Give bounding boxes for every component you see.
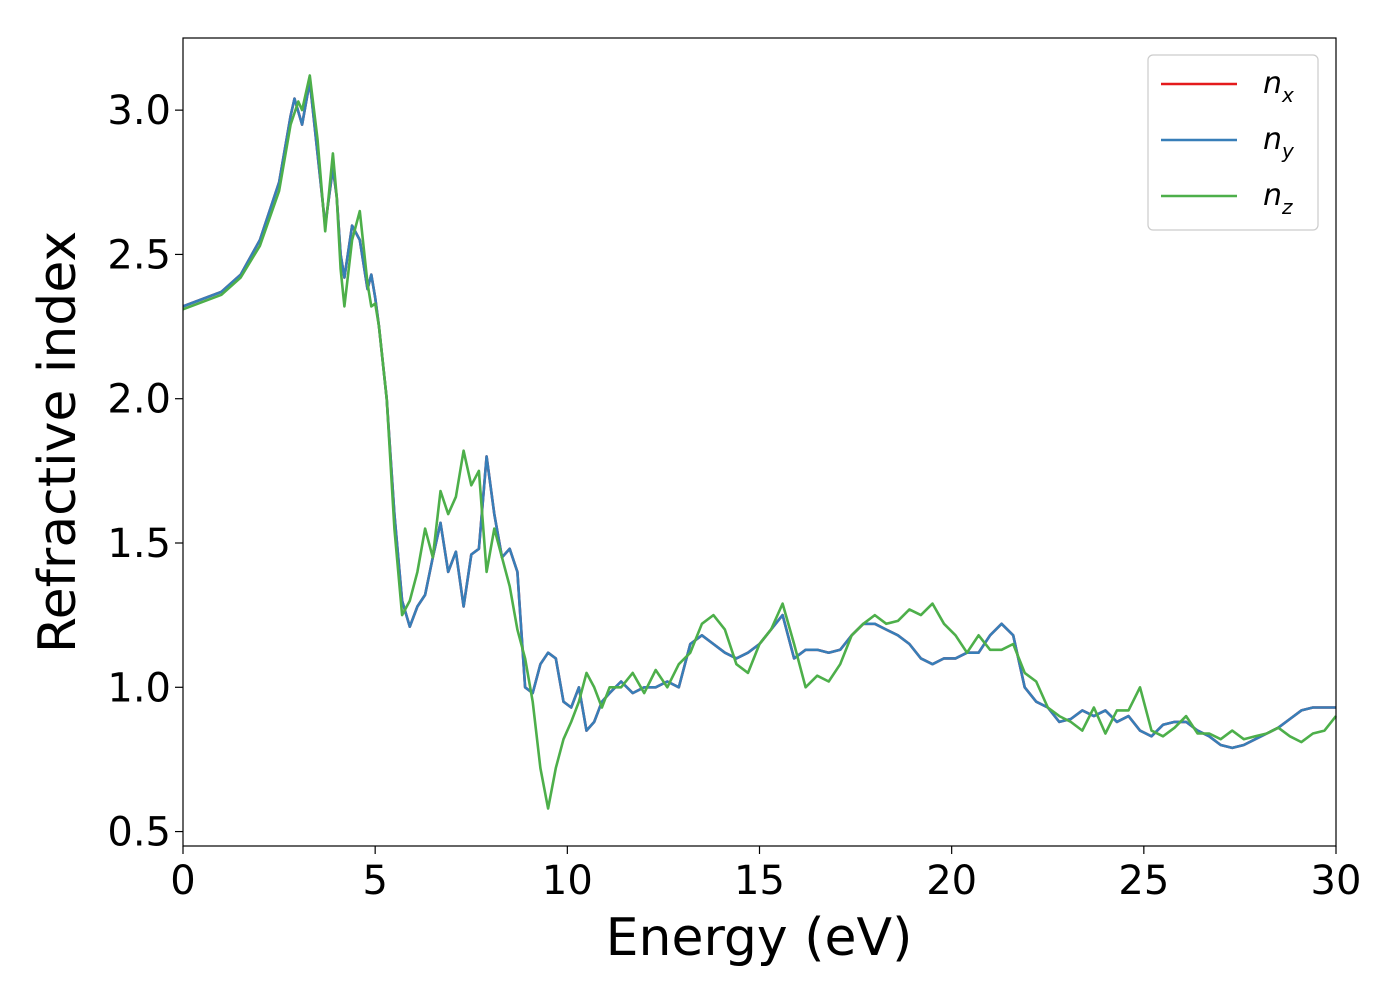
legend-label-z: nz	[1263, 178, 1293, 219]
x-tick-label: 5	[362, 858, 387, 904]
x-tick-label: 25	[1118, 858, 1169, 904]
x-axis-label: Energy (eV)	[606, 908, 913, 968]
y-ticks: 0.5 1.0 1.5 2.0 2.5 3.0	[107, 88, 183, 856]
y-tick-label: 0.5	[107, 810, 171, 856]
legend-label-subscript: x	[1281, 83, 1294, 107]
legend-label-subscript: y	[1281, 139, 1295, 163]
series-line-y	[182, 80, 1336, 750]
x-tick-label: 15	[734, 858, 785, 904]
x-tick-label: 30	[1311, 858, 1362, 904]
legend-label-base: n	[1263, 66, 1282, 101]
legend-frame	[1147, 54, 1319, 231]
x-tick-label: 0	[170, 858, 195, 904]
y-tick-label: 3.0	[107, 88, 171, 134]
x-tick-label: 20	[926, 858, 977, 904]
x-ticks: 0 5 10 15 20 25 30	[170, 846, 1361, 904]
legend-label-base: n	[1263, 178, 1282, 213]
series-line-z	[182, 74, 1338, 810]
legend-label-base: n	[1263, 122, 1282, 157]
y-tick-label: 2.0	[107, 377, 171, 423]
series-layer	[182, 74, 1338, 810]
y-axis-label: Refractive index	[28, 231, 88, 653]
legend-label-y: ny	[1263, 122, 1295, 163]
x-tick-label: 10	[542, 858, 593, 904]
y-tick-label: 2.5	[107, 232, 171, 278]
y-tick-label: 1.0	[107, 665, 171, 711]
y-tick-label: 1.5	[107, 521, 171, 567]
legend-label-x: nx	[1263, 66, 1294, 107]
legend-label-subscript: z	[1281, 195, 1293, 219]
